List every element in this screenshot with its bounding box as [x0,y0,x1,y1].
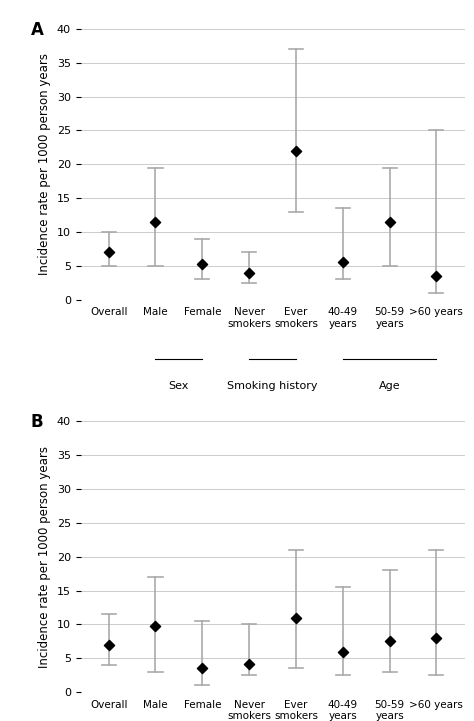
Point [386,216,393,228]
Point [339,257,346,268]
Y-axis label: Incidence rate per 1000 person years: Incidence rate per 1000 person years [38,53,51,275]
Text: B: B [31,413,43,431]
Point [152,620,159,632]
Point [105,247,112,258]
Text: A: A [31,21,44,39]
Point [152,216,159,228]
Text: Age: Age [379,381,401,391]
Point [339,646,346,658]
Point [246,267,253,278]
Point [105,639,112,650]
Point [246,658,253,670]
Point [433,270,440,282]
Text: Sex: Sex [169,381,189,391]
Point [199,259,206,270]
Text: Smoking history: Smoking history [228,381,318,391]
Point [199,663,206,674]
Point [386,636,393,647]
Point [292,145,300,156]
Point [292,612,300,624]
Y-axis label: Incidence rate per 1000 person years: Incidence rate per 1000 person years [38,446,51,668]
Point [433,632,440,644]
